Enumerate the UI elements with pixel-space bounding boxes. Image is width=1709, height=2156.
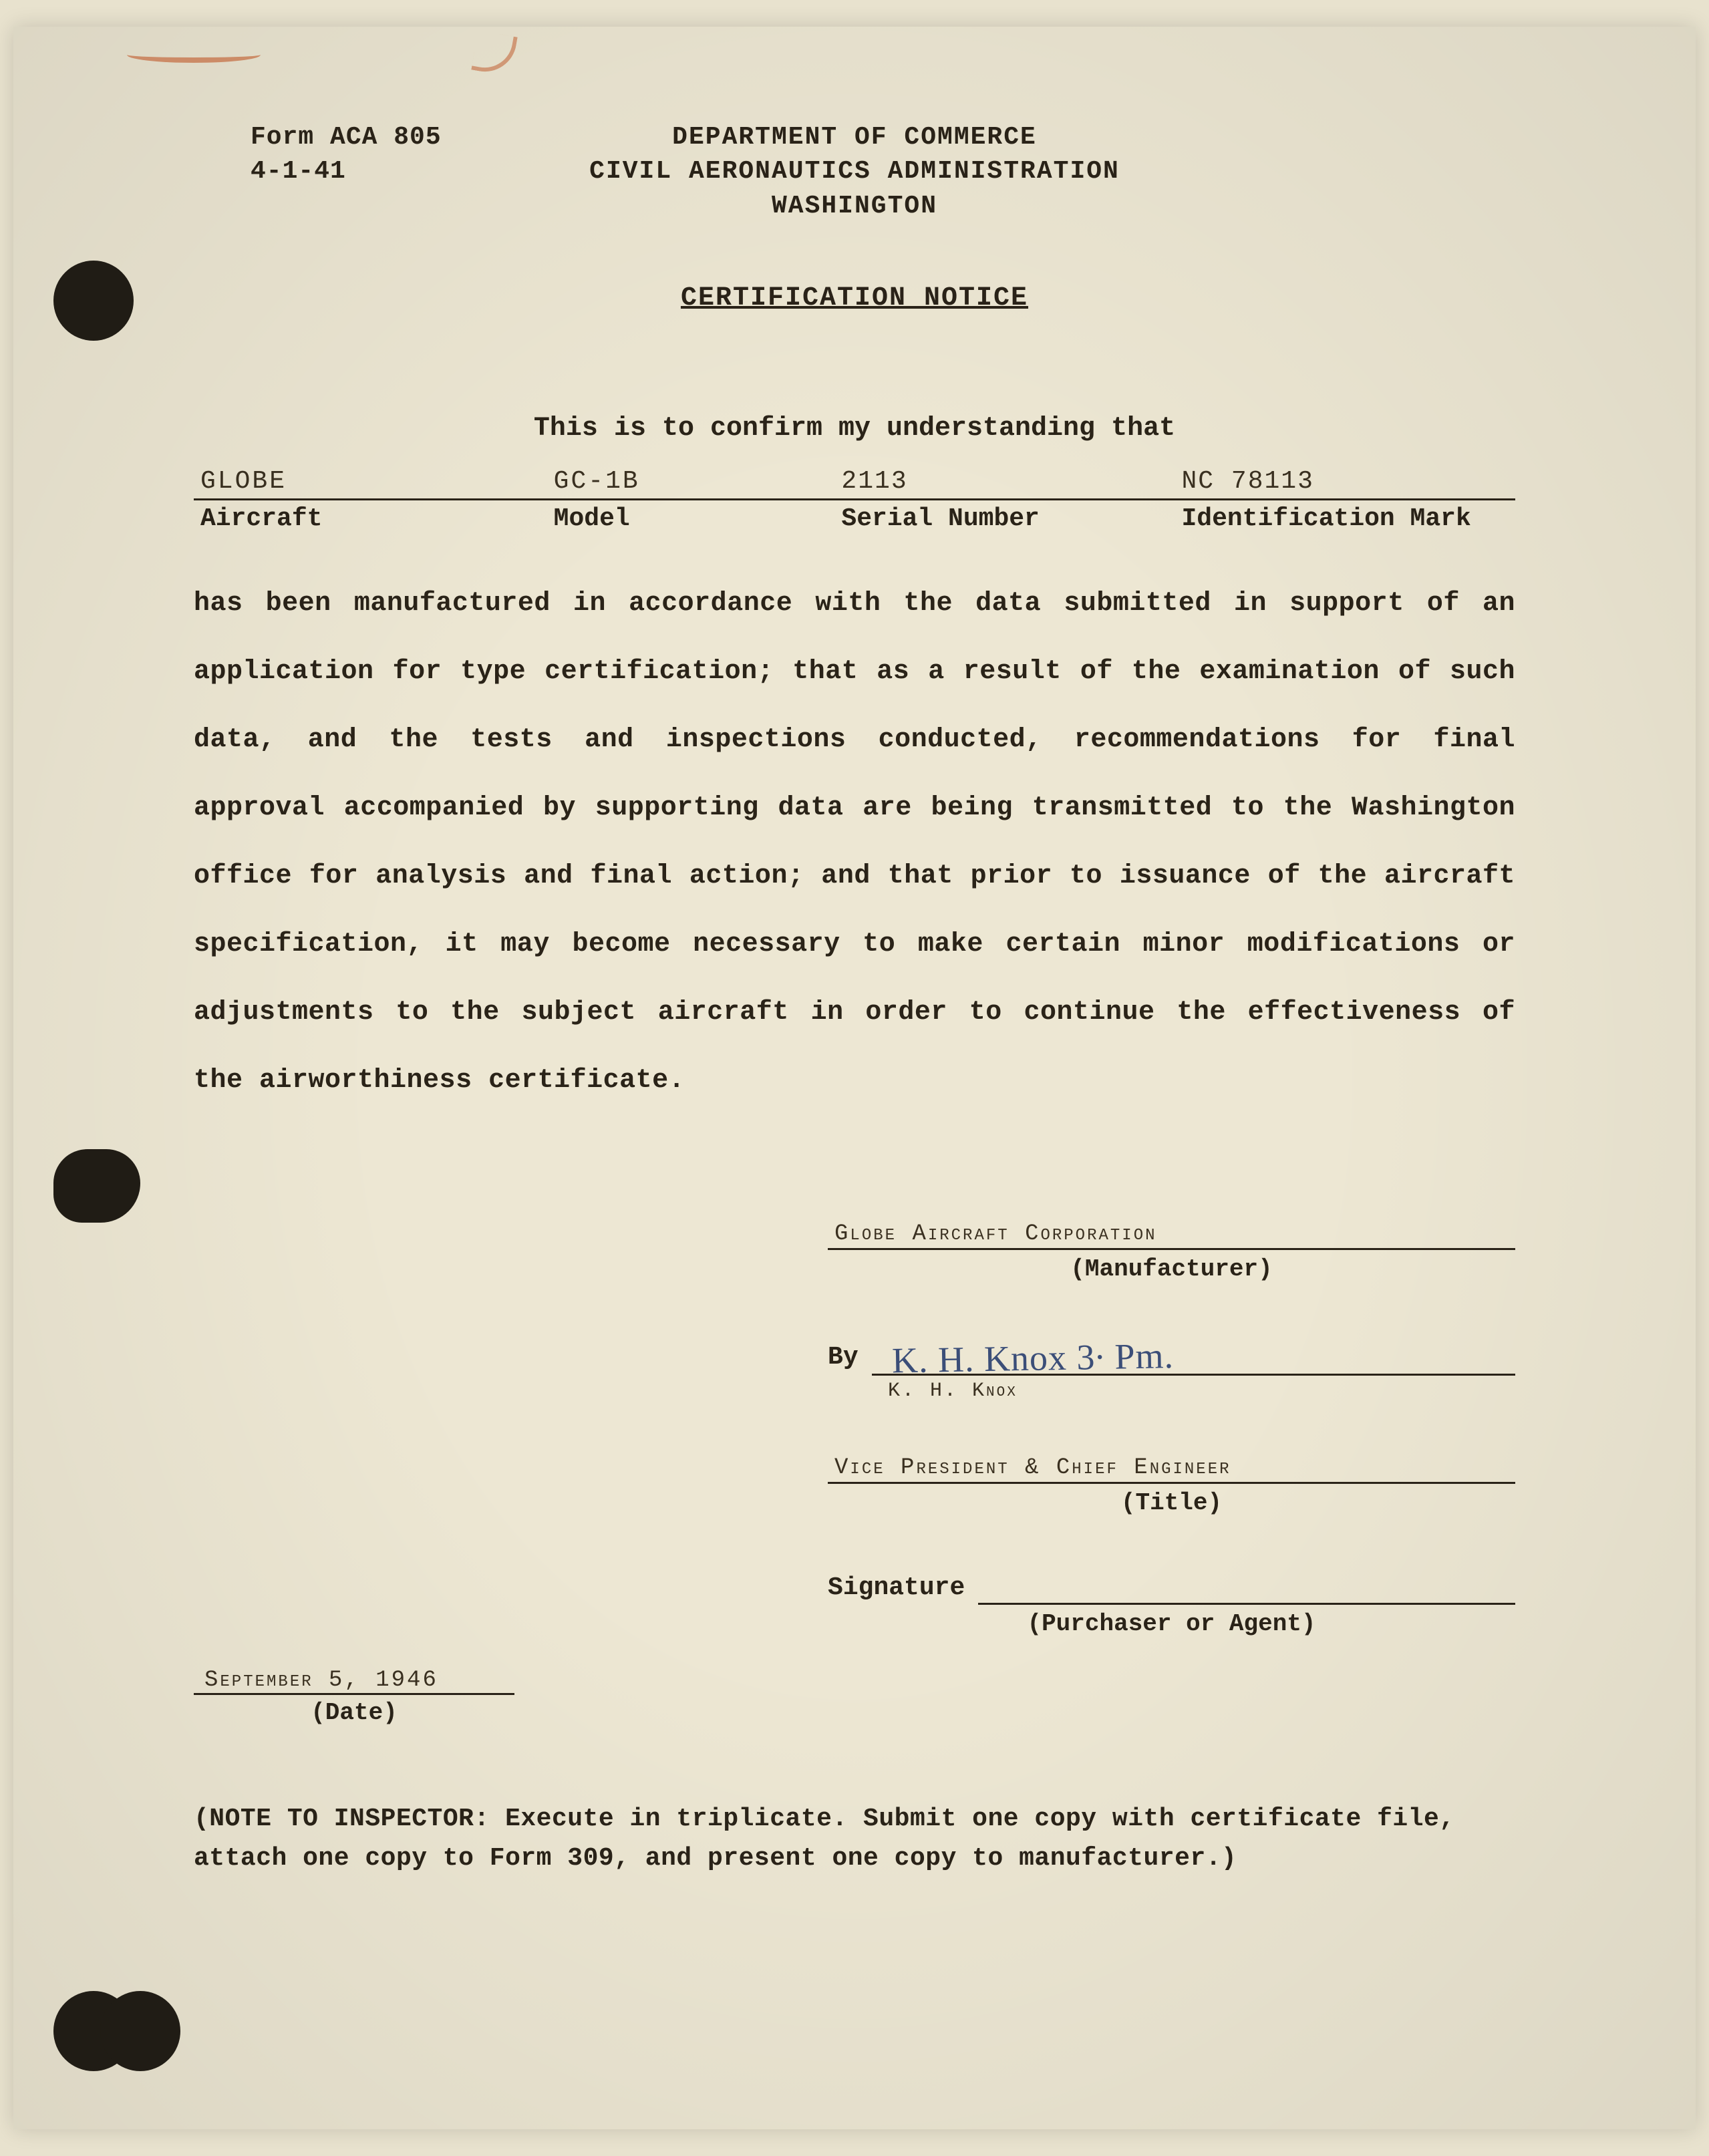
form-number: Form ACA 805 [251,120,442,154]
identification-mark-value: NC 78113 [1181,467,1509,496]
by-signature-line: K. H. Knox 3∙ ⁠Pm. [872,1336,1515,1376]
aircraft-labels-row: Aircraft Model Serial Number Identificat… [194,500,1515,533]
binder-hole-bottom-2 [100,1991,180,2071]
document-title: CERTIFICATION NOTICE [187,283,1522,313]
manufacturer-name: Globe Aircraft Corporation [828,1221,1156,1247]
purchaser-signature-prefix: Signature [828,1573,965,1605]
date-line: September 5, 1946 [194,1664,514,1695]
model-label: Model [554,504,842,533]
form-revision-date: 4-1-41 [251,154,442,188]
identification-mark-label: Identification Mark [1181,504,1509,533]
document-page: Form ACA 805 4-1-41 DEPARTMENT OF COMMER… [13,27,1696,2129]
form-identifier: Form ACA 805 4-1-41 [251,120,442,189]
serial-number-value: 2113 [841,467,1181,496]
by-printed-name: K. H. Knox [888,1380,1515,1402]
purchaser-signature-row: Signature [828,1570,1515,1605]
signer-title: Vice President & Chief Engineer [828,1455,1231,1481]
title-line: Vice President & Chief Engineer [828,1449,1515,1484]
signature-block: Globe Aircraft Corporation (Manufacturer… [828,1215,1515,1638]
stray-red-mark-2 [471,30,518,77]
header-line-3: WASHINGTON [187,189,1522,223]
binder-hole-middle [53,1149,140,1223]
manufacturer-line: Globe Aircraft Corporation [828,1215,1515,1250]
aircraft-value: Globe [200,467,554,496]
by-signature: K. H. Knox 3∙ ⁠Pm. [871,1338,1174,1379]
serial-number-label: Serial Number [841,504,1181,533]
model-value: GC-1B [554,467,842,496]
certification-body-text: has been manufactured in accordance with… [194,570,1515,1115]
manufacturer-label: (Manufacturer) [828,1255,1515,1283]
purchaser-label: (Purchaser or Agent) [828,1610,1515,1638]
title-label: (Title) [828,1489,1515,1517]
date-label: (Date) [194,1699,514,1726]
aircraft-fields-row: Globe GC-1B 2113 NC 78113 [194,467,1515,500]
date-block: September 5, 1946 (Date) [194,1664,514,1726]
binder-hole-top [53,261,134,341]
by-prefix: By [828,1343,859,1376]
stray-red-mark [127,47,261,63]
purchaser-signature-line [978,1570,1515,1605]
aircraft-label: Aircraft [200,504,554,533]
signed-by-row: By K. H. Knox 3∙ ⁠Pm. [828,1336,1515,1376]
date-value: September 5, 1946 [198,1668,438,1693]
inspector-note: (NOTE TO INSPECTOR: Execute in triplicat… [194,1800,1515,1879]
lead-in-text: This is to confirm my understanding that [187,414,1522,444]
